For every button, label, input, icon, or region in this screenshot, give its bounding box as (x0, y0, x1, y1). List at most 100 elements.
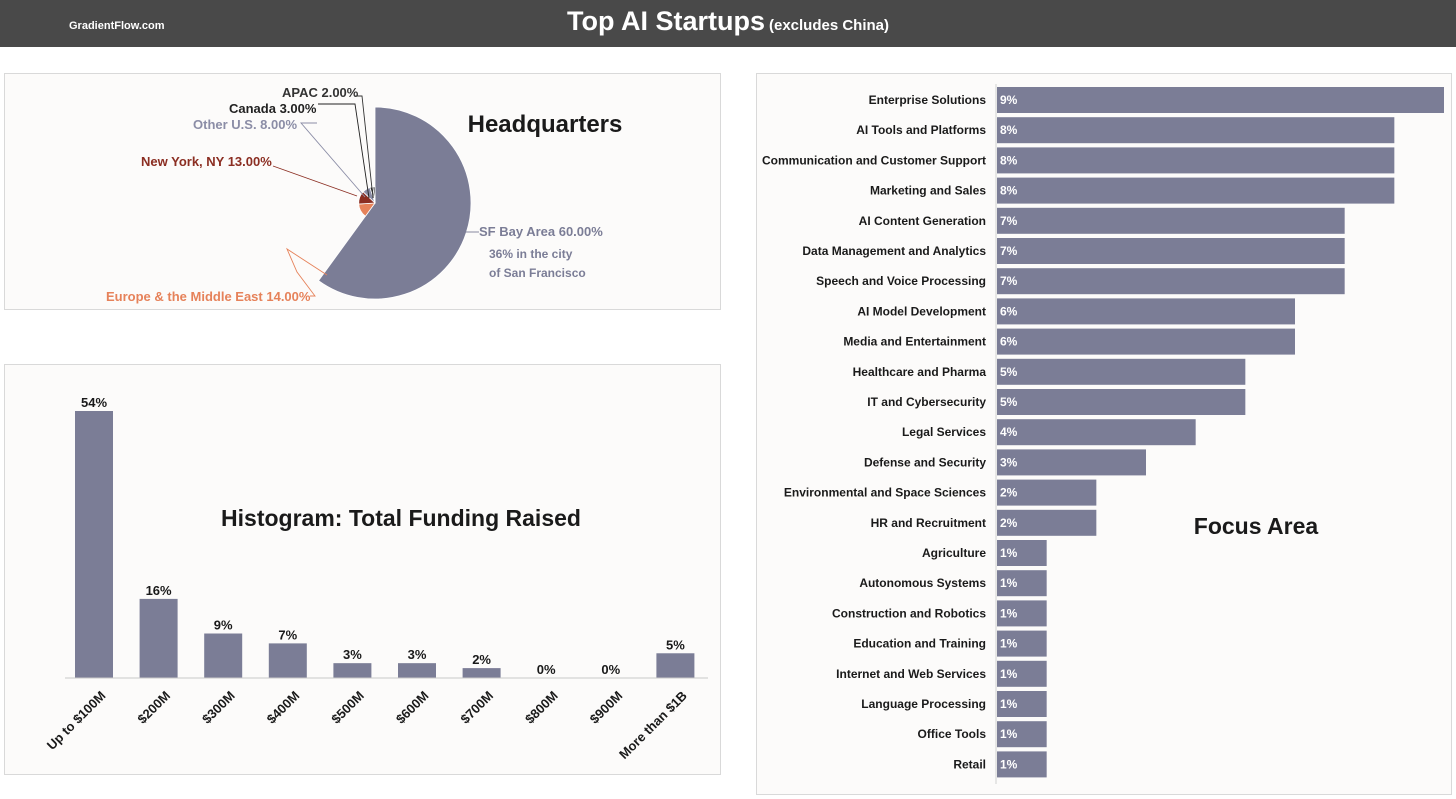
pie-leaders (272, 95, 479, 297)
funding-panel: Histogram: Total Funding Raised 54% Up to… (4, 364, 721, 775)
funding-histogram-chart: Histogram: Total Funding Raised 54% Up to… (44, 395, 708, 762)
focus-data-label: 1% (1000, 546, 1018, 560)
focus-bar (997, 751, 1047, 778)
histogram-tick-label: Up to $100M (44, 688, 109, 753)
pie-leader-apac (354, 95, 374, 199)
focus-data-label: 5% (1000, 365, 1018, 379)
focus-bar (997, 449, 1146, 476)
focus-data-label: 4% (1000, 425, 1018, 439)
focus-data-label: 5% (1000, 395, 1018, 409)
histogram-title: Histogram: Total Funding Raised (221, 505, 581, 531)
focus-data-label: 1% (1000, 697, 1018, 711)
histogram-data-label: 2% (472, 652, 491, 667)
focus-data-label: 8% (1000, 153, 1018, 167)
focus-category-label: Data Management and Analytics (802, 244, 986, 258)
focus-bar (997, 268, 1345, 295)
focus-category-label: Environmental and Space Sciences (784, 486, 986, 500)
focus-data-label: 7% (1000, 244, 1018, 258)
histogram-bar (398, 663, 436, 678)
pie-label-apac: APAC 2.00% (282, 85, 359, 100)
focus-category-label: Speech and Voice Processing (816, 274, 986, 288)
focus-bars: 9% Enterprise Solutions 8% AI Tools and Pla… (762, 87, 1444, 778)
focus-data-label: 1% (1000, 727, 1018, 741)
headquarters-pie-chart: Headquarters SF Bay Area 60.00% 36% in t… (106, 85, 622, 304)
page-subtitle: (excludes China) (768, 17, 890, 34)
pie-leader-canada (318, 103, 370, 199)
focus-area-chart: 9% Enterprise Solutions 8% AI Tools and Pla… (762, 84, 1444, 784)
site-name: GradientFlow.com (69, 20, 165, 32)
histogram-bar (268, 643, 307, 678)
histogram-data-label: 3% (343, 647, 362, 662)
focus-data-label: 1% (1000, 757, 1018, 771)
focus-bar (997, 117, 1395, 144)
histogram-tick-label: $600M (393, 688, 432, 727)
focus-category-label: Internet and Web Services (836, 667, 986, 681)
histogram-data-label: 3% (408, 647, 427, 662)
focus-category-label: Office Tools (918, 727, 987, 741)
focus-data-label: 7% (1000, 274, 1018, 288)
histogram-data-label: 16% (146, 583, 172, 598)
focus-category-label: Retail (953, 757, 986, 771)
focus-bar (997, 87, 1444, 113)
histogram-bar (462, 668, 501, 678)
histogram-bar (139, 598, 178, 678)
pie-label-sf: SF Bay Area 60.00% (479, 224, 603, 239)
focus-category-label: Healthcare and Pharma (853, 365, 987, 379)
histogram-data-label: 54% (81, 395, 107, 410)
focus-data-label: 2% (1000, 486, 1018, 500)
pie-leader-other-us (300, 122, 366, 198)
histogram-bar (75, 411, 113, 678)
focus-category-label: Legal Services (902, 425, 986, 439)
focus-title: Focus Area (1194, 513, 1319, 539)
focus-bar (997, 540, 1047, 566)
focus-data-label: 2% (1000, 516, 1018, 530)
focus-data-label: 8% (1000, 184, 1018, 198)
focus-category-label: HR and Recruitment (871, 516, 986, 530)
focus-category-label: AI Content Generation (859, 214, 986, 228)
focus-category-label: Marketing and Sales (870, 184, 986, 198)
pie-label-europe: Europe & the Middle East 14.00% (106, 289, 311, 304)
focus-bar (997, 479, 1097, 506)
histogram-bar (333, 663, 372, 678)
histogram-tick-label: $500M (328, 688, 367, 727)
focus-data-label: 1% (1000, 576, 1018, 590)
focus-bar (997, 570, 1047, 597)
histogram-data-label: 5% (666, 637, 685, 652)
focus-bar (997, 660, 1047, 687)
focus-bar (997, 358, 1246, 385)
pie-leader-europe (285, 247, 328, 297)
pie-slice-apac (372, 186, 376, 204)
focus-bar (997, 298, 1295, 325)
pie-slice-sf (318, 106, 472, 300)
histogram-bar (204, 633, 243, 678)
histogram-data-label: 9% (214, 618, 233, 633)
header-bar: GradientFlow.com Top AI Startups (exclude… (0, 0, 1456, 47)
histogram-tick-label: $300M (199, 688, 238, 727)
focus-bar (997, 207, 1345, 234)
focus-bar (997, 238, 1345, 264)
focus-data-label: 8% (1000, 123, 1018, 137)
pie-label-other-us: Other U.S. 8.00% (193, 117, 297, 132)
focus-category-label: Defense and Security (864, 455, 986, 469)
histogram-tick-label: $900M (587, 688, 626, 727)
focus-category-label: AI Tools and Platforms (856, 123, 986, 137)
pie-annotation-2: of San Francisco (489, 266, 586, 280)
histogram-data-label: 7% (278, 627, 297, 642)
histogram-tick-label: $700M (457, 688, 496, 727)
histogram-data-label: 0% (537, 662, 556, 677)
focus-area-panel: 9% Enterprise Solutions 8% AI Tools and Pla… (756, 73, 1452, 795)
focus-bar (997, 389, 1246, 415)
focus-category-label: Education and Training (853, 637, 986, 651)
pie-label-canada: Canada 3.00% (229, 101, 317, 116)
histogram-bar (656, 653, 695, 678)
focus-data-label: 1% (1000, 637, 1018, 651)
focus-category-label: Language Processing (861, 697, 986, 711)
focus-data-label: 1% (1000, 606, 1018, 620)
histogram-tick-label: $200M (134, 688, 173, 727)
histogram-tick-label: $800M (522, 688, 561, 727)
focus-data-label: 6% (1000, 304, 1018, 318)
focus-bar (997, 721, 1047, 748)
pie-slices (318, 106, 472, 300)
focus-bar (997, 691, 1047, 717)
headquarters-panel: Headquarters SF Bay Area 60.00% 36% in t… (4, 73, 721, 310)
